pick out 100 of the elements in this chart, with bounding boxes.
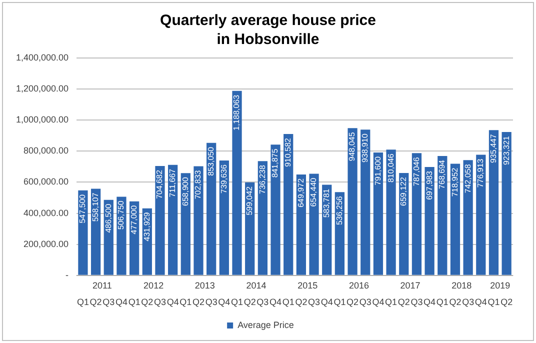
x-tick-label: Q2 <box>346 297 359 308</box>
data-label: 558,107 <box>91 192 100 222</box>
bar <box>476 154 486 275</box>
x-tick-label: Q4 <box>166 297 179 308</box>
x-tick-label: Q3 <box>410 297 423 308</box>
x-tick-label: Q2 <box>90 297 102 308</box>
data-label: 599,042 <box>245 186 254 216</box>
bar <box>309 174 319 275</box>
x-tick-label: Q1 <box>231 297 244 308</box>
bar <box>194 166 204 275</box>
bar <box>412 153 422 275</box>
bar <box>270 144 280 275</box>
data-label: 654,440 <box>309 177 318 207</box>
x-tick-label: Q2 <box>449 297 462 308</box>
data-label: 841,875 <box>270 148 280 178</box>
data-label: 742,058 <box>463 164 472 194</box>
data-label: 1,188,063 <box>232 94 242 131</box>
x-tick-label: Q2 <box>295 297 308 308</box>
bar <box>348 128 358 275</box>
bar <box>450 164 460 275</box>
legend-label: Average Price <box>238 320 294 330</box>
bar <box>386 150 396 275</box>
data-label: 506,750 <box>116 200 126 230</box>
data-label: 810,046 <box>386 153 396 183</box>
data-label: 718,952 <box>450 167 460 197</box>
x-tick-label: Q3 <box>205 297 218 308</box>
text: 2018 <box>452 280 472 290</box>
y-tick-label: 1,000,000.00 <box>16 114 69 125</box>
y-tick-label: 800,000.00 <box>24 146 69 156</box>
bar <box>116 196 126 275</box>
x-tick-label: Q1 <box>334 297 346 308</box>
data-label: 923,321 <box>502 135 511 165</box>
data-label: 739,636 <box>219 164 228 194</box>
bar <box>206 142 216 275</box>
bar <box>360 130 370 275</box>
bar <box>438 156 448 275</box>
x-tick-label: Q2 <box>244 297 256 308</box>
y-tick-label: 200,000.00 <box>24 238 69 249</box>
data-label: 659,122 <box>399 176 408 206</box>
data-label: 477,000 <box>130 204 139 234</box>
x-tick-label: Q1 <box>385 297 398 308</box>
y-tick-label: 1,400,000.00 <box>16 52 69 62</box>
x-tick-label: Q4 <box>320 297 333 308</box>
data-label: 702,833 <box>194 170 203 200</box>
x-tick-label: Q4 <box>474 297 487 308</box>
x-tick-label: Q3 <box>462 297 474 308</box>
x-tick-label: Q2 <box>141 297 154 308</box>
x-tick-label: Q3 <box>308 297 320 308</box>
bar <box>373 152 384 275</box>
text: 2017 <box>400 280 420 290</box>
text: 2014 <box>246 280 266 290</box>
y-tick-label: - <box>66 270 69 280</box>
bar <box>488 130 499 275</box>
y-tick-label: 1,200,000.00 <box>16 84 69 94</box>
y-tick-label: 400,000.00 <box>24 208 69 218</box>
data-label: 486,500 <box>104 203 113 233</box>
text: 2012 <box>144 280 164 290</box>
data-label: 658,900 <box>180 176 190 206</box>
text: 2011 <box>92 280 112 290</box>
x-tick-label: Q4 <box>424 297 436 308</box>
bar <box>502 132 512 275</box>
x-tick-label: Q3 <box>102 297 115 308</box>
x-tick-label: Q1 <box>436 297 448 308</box>
data-label: 704,682 <box>155 169 164 199</box>
x-tick-label: Q1 <box>128 297 140 308</box>
data-label: 711,667 <box>168 168 178 198</box>
text: 2013 <box>194 280 215 290</box>
data-label: 697,983 <box>424 170 434 200</box>
data-label: 583,781 <box>322 188 332 218</box>
x-tick-label: Q2 <box>192 297 205 308</box>
x-tick-label: Q1 <box>488 297 500 308</box>
bar <box>258 161 268 275</box>
text: 2015 <box>298 280 318 290</box>
x-tick-label: Q3 <box>154 297 166 308</box>
data-label: 776,913 <box>476 158 486 188</box>
x-tick-label: Q2 <box>398 297 410 308</box>
data-label: 910,582 <box>284 137 293 167</box>
x-tick-label: Q4 <box>372 297 384 308</box>
data-label: 853,050 <box>206 146 216 176</box>
x-tick-label: Q4 <box>115 297 128 308</box>
bar <box>219 160 229 275</box>
bar <box>284 134 294 275</box>
data-label: 938,910 <box>360 133 370 163</box>
x-tick-label: Q3 <box>359 297 372 308</box>
x-tick-label: Q1 <box>180 297 192 308</box>
data-label: 736,238 <box>258 164 267 194</box>
data-label: 948,045 <box>348 132 357 162</box>
x-tick-label: Q4 <box>270 297 282 308</box>
data-label: 536,256 <box>334 196 344 226</box>
data-label: 768,694 <box>438 159 447 189</box>
data-label: 787,046 <box>412 156 421 186</box>
bar <box>424 167 434 275</box>
bar <box>168 164 178 275</box>
chart-title: Quarterly average house price in Hobsonville <box>159 11 377 49</box>
x-tick-label: Q4 <box>218 297 230 308</box>
data-label: 791,600 <box>373 156 382 186</box>
data-label: 431,929 <box>142 212 152 242</box>
bar <box>155 166 165 275</box>
bar <box>78 190 88 275</box>
text: 2019 <box>490 280 510 290</box>
